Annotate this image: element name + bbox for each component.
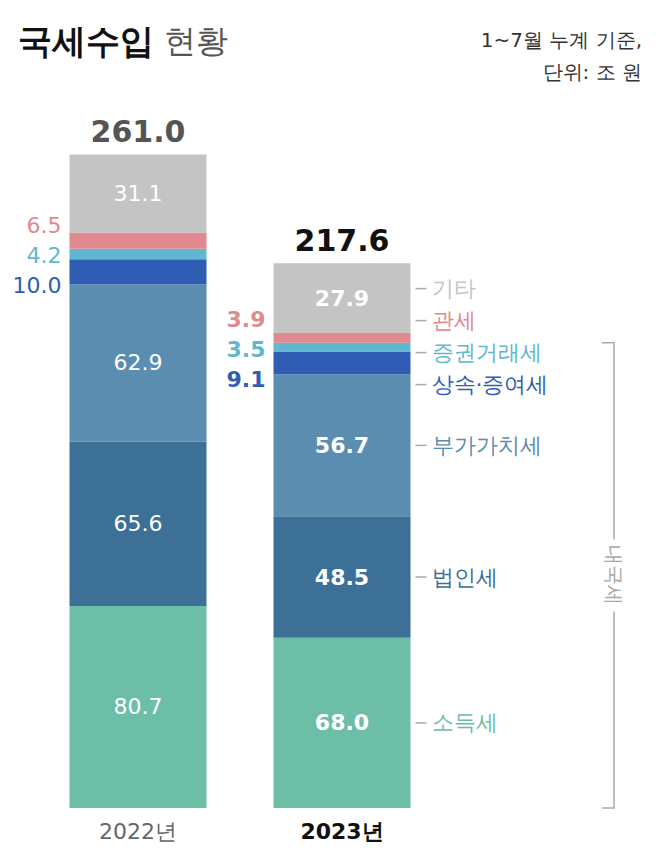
- svg-text:2022년: 2022년: [99, 819, 177, 844]
- svg-text:56.7: 56.7: [315, 433, 369, 458]
- svg-text:법인세: 법인세: [432, 565, 498, 590]
- svg-text:1~7월 누계 기준,: 1~7월 누계 기준,: [481, 28, 642, 52]
- svg-text:62.9: 62.9: [114, 350, 163, 375]
- svg-text:48.5: 48.5: [315, 565, 369, 590]
- svg-text:10.0: 10.0: [13, 273, 62, 298]
- svg-text:관세: 관세: [432, 308, 476, 333]
- svg-text:국세수입: 국세수입: [18, 21, 154, 61]
- svg-text:상속·증여세: 상속·증여세: [432, 372, 549, 397]
- svg-text:65.6: 65.6: [114, 511, 163, 536]
- svg-text:6.5: 6.5: [27, 213, 62, 238]
- svg-text:단위: 조 원: 단위: 조 원: [543, 60, 642, 84]
- svg-text:80.7: 80.7: [114, 694, 163, 719]
- svg-text:2023년: 2023년: [300, 819, 383, 844]
- svg-text:현황: 현황: [154, 22, 228, 60]
- svg-text:68.0: 68.0: [315, 710, 369, 735]
- svg-text:4.2: 4.2: [27, 243, 62, 268]
- svg-text:증권거래세: 증권거래세: [432, 340, 542, 365]
- svg-text:3.5: 3.5: [227, 337, 266, 362]
- svg-text:217.6: 217.6: [295, 223, 390, 258]
- svg-text:31.1: 31.1: [114, 181, 163, 206]
- svg-text:9.1: 9.1: [227, 367, 266, 392]
- svg-text:기타: 기타: [432, 276, 476, 301]
- svg-text:내국세: 내국세: [602, 545, 626, 605]
- svg-text:소득세: 소득세: [432, 710, 498, 735]
- svg-text:261.0: 261.0: [91, 114, 186, 149]
- svg-text:부가가치세: 부가가치세: [432, 433, 542, 458]
- svg-text:3.9: 3.9: [227, 307, 266, 332]
- svg-text:27.9: 27.9: [315, 286, 369, 311]
